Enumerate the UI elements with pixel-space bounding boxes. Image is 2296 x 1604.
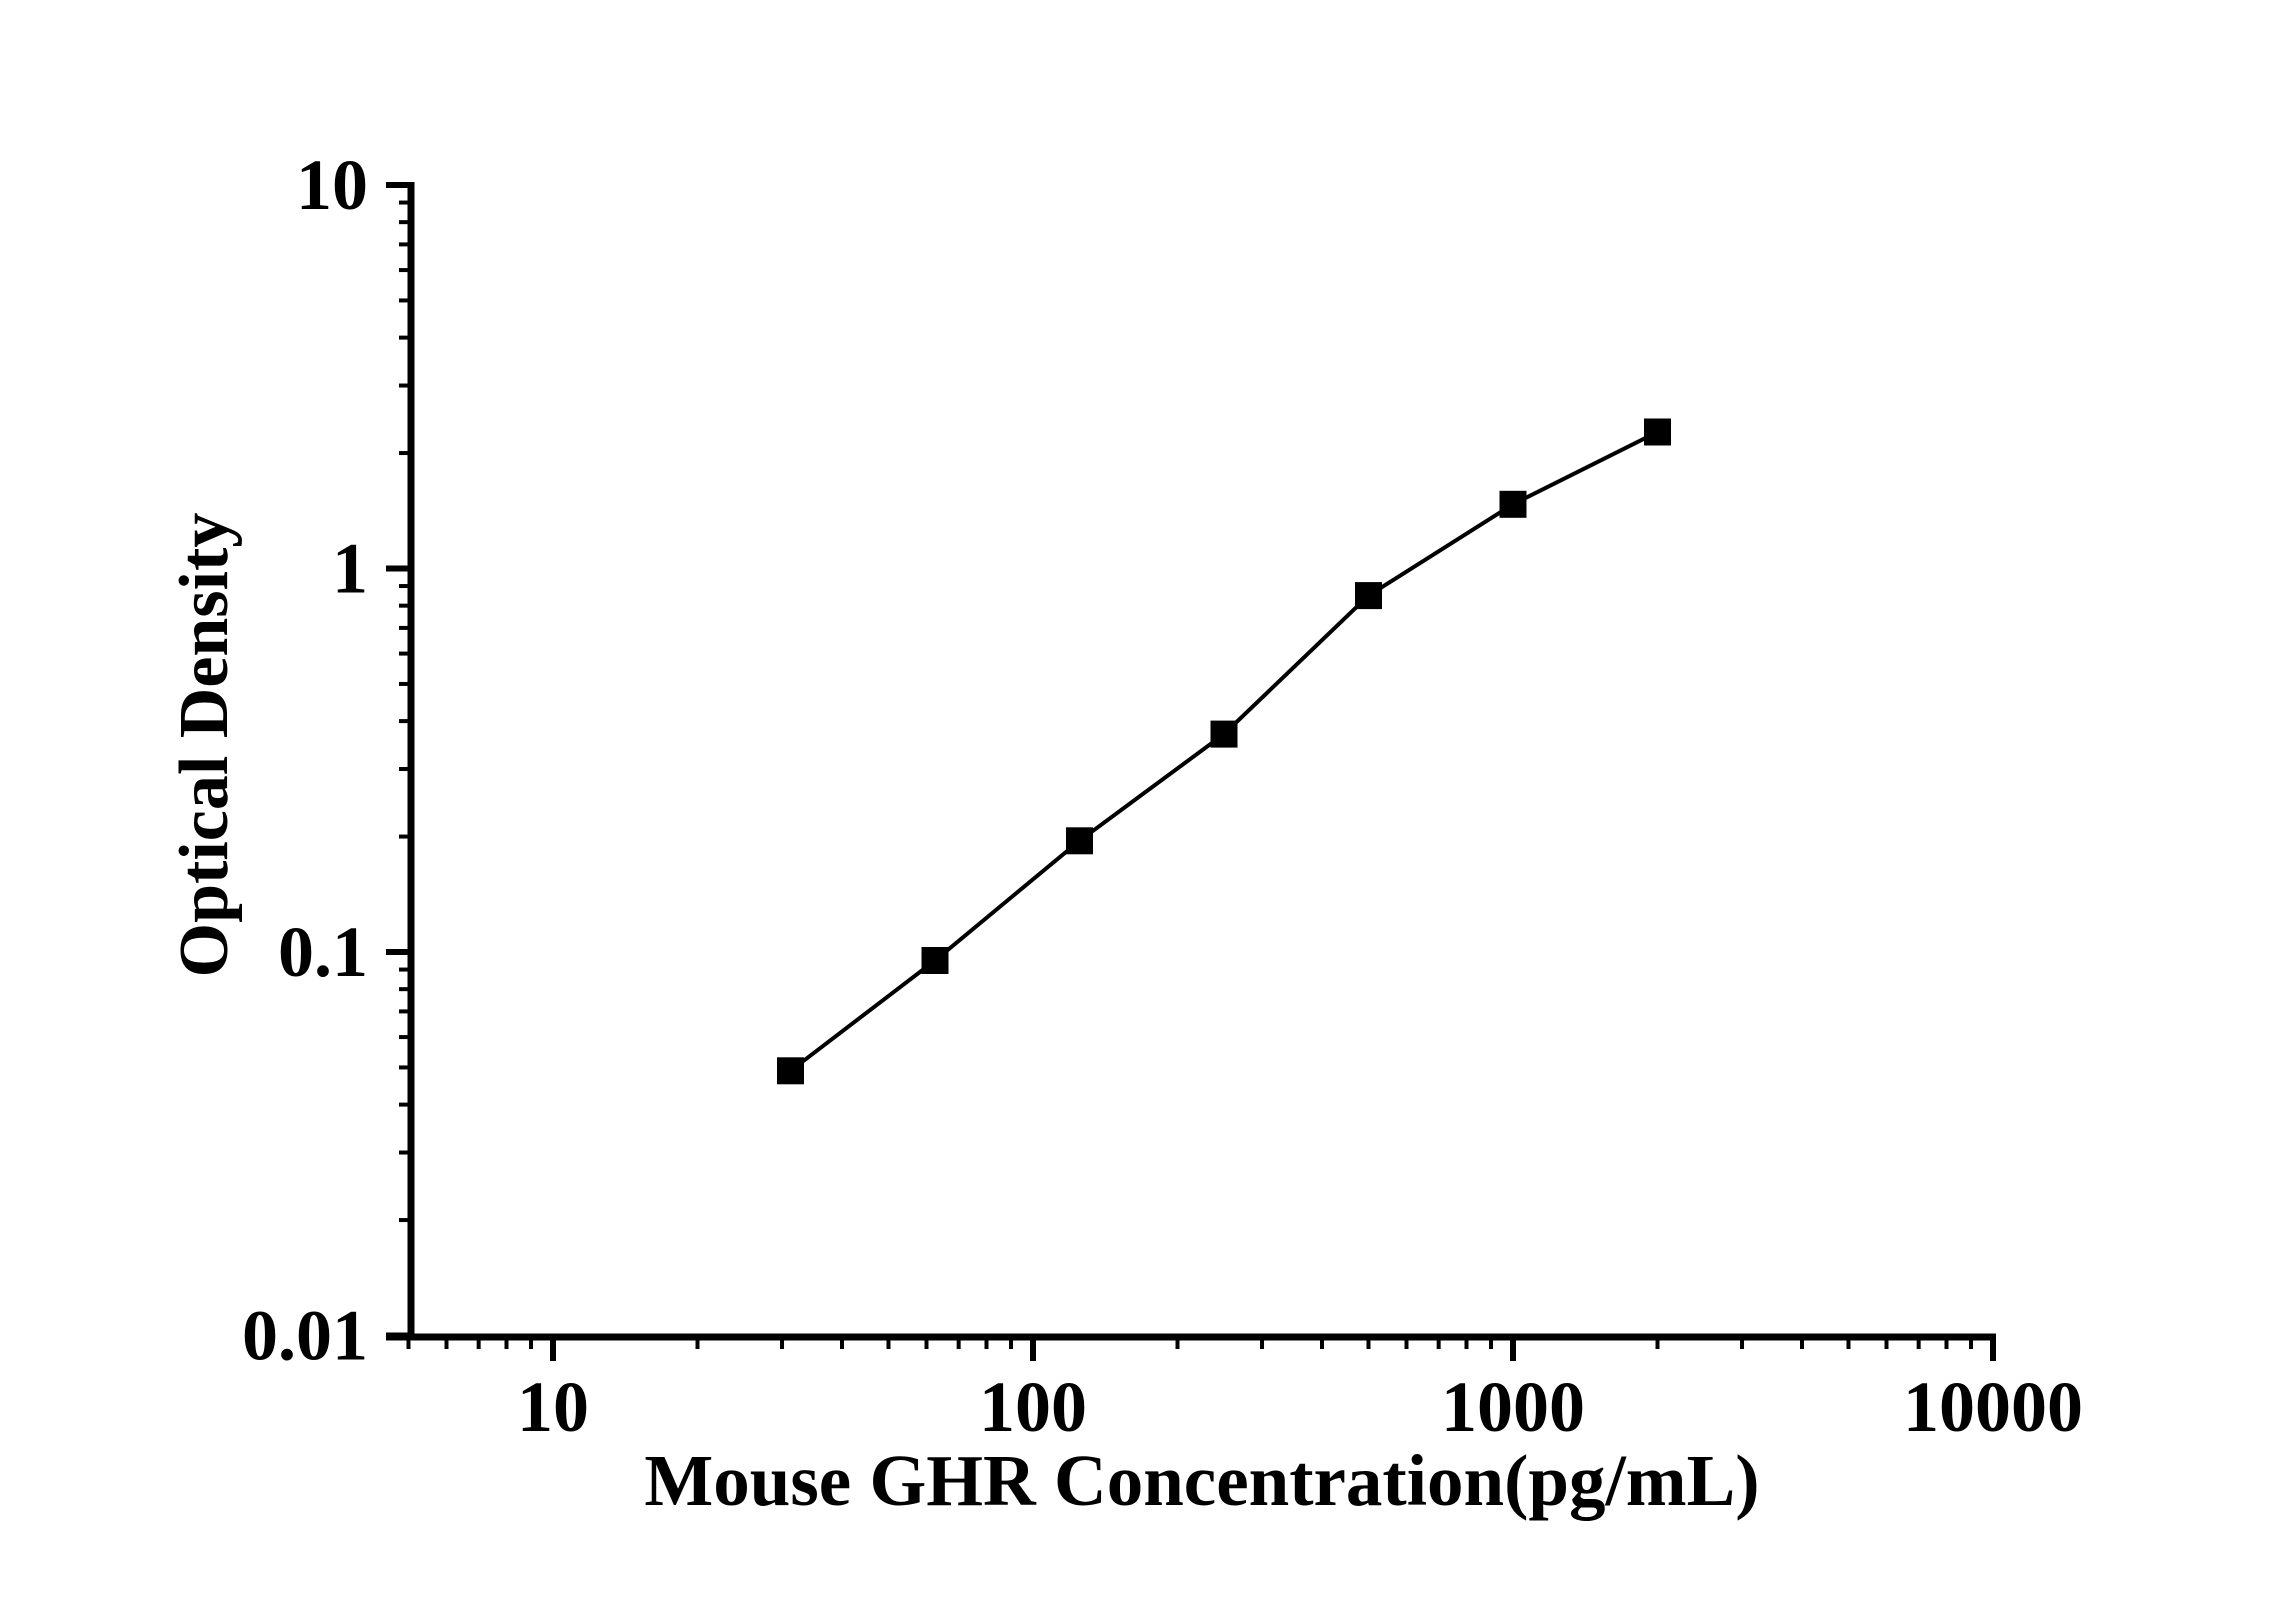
y-tick-label: 10 — [296, 145, 368, 225]
data-point-marker — [1355, 582, 1382, 610]
data-point-marker — [1066, 827, 1093, 855]
series-line — [789, 430, 1659, 1073]
data-point-marker — [1499, 490, 1527, 518]
y-tick-label: 0.1 — [278, 912, 368, 992]
x-tick-label: 10 — [517, 1367, 589, 1447]
x-tick-label: 10000 — [1903, 1367, 2083, 1447]
data-point-marker — [921, 947, 949, 974]
y-axis-title: Optical Density — [166, 512, 243, 978]
x-tick-label: 100 — [979, 1367, 1087, 1447]
data-point-marker — [1210, 720, 1238, 748]
x-axis-title: Mouse GHR Concentration(pg/mL) — [644, 1440, 1760, 1521]
data-point-marker — [1644, 418, 1671, 446]
y-tick-label: 1 — [332, 529, 368, 609]
data-point-marker — [777, 1057, 804, 1085]
x-tick-label: 1000 — [1441, 1367, 1585, 1447]
y-tick-label: 0.01 — [242, 1296, 368, 1376]
